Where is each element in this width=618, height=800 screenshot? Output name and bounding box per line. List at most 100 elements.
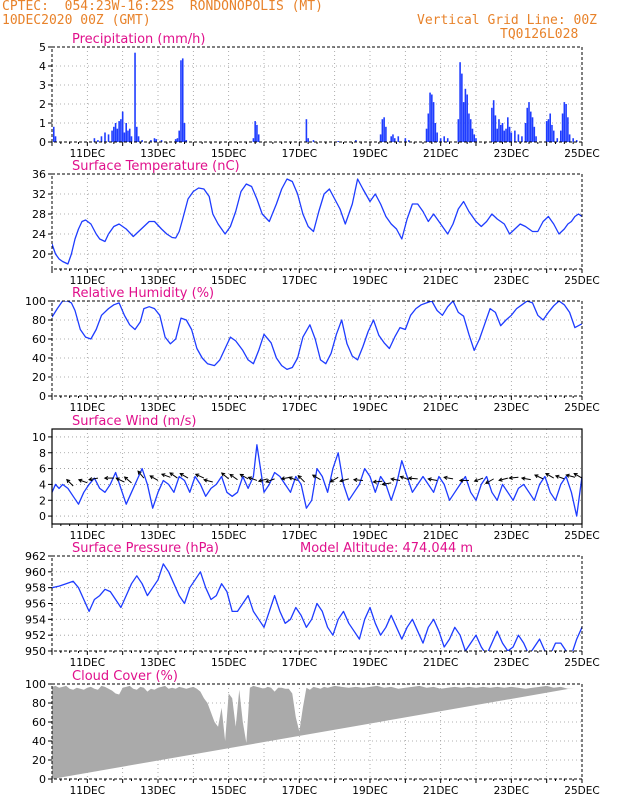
wind-arrow (116, 477, 125, 483)
wind-arrow (161, 473, 171, 478)
wind-arrow (137, 470, 145, 479)
wind-arrow (408, 477, 418, 480)
wind-arrow-head (554, 474, 560, 479)
pres-xtick-label: 11DEC (70, 657, 105, 669)
precip-bar (464, 88, 467, 142)
wind-arrow (179, 473, 189, 479)
temp-xtick-label: 17DEC (282, 275, 317, 287)
wind-arrow (521, 477, 531, 481)
wind-ytick-label: 4 (39, 478, 46, 491)
precip-bar (501, 123, 504, 142)
wind-arrow (248, 476, 258, 481)
precip-bar (390, 136, 392, 142)
header-coords: 054:23W-16:22S (64, 0, 175, 14)
rh-ytick-label: 0 (39, 390, 46, 403)
pres-ytick-label: 954 (25, 613, 46, 626)
wind-arrow (474, 477, 484, 482)
wind-xtick-label: 11DEC (70, 530, 105, 542)
wind-arrow (485, 478, 494, 484)
precip-bar (257, 134, 260, 142)
precip-bar (565, 104, 567, 142)
wind-arrow (124, 476, 132, 484)
precip-bar (498, 119, 500, 142)
wind-arrow-head (473, 478, 479, 483)
precip-bar (183, 123, 186, 142)
precip-bar (130, 136, 133, 142)
wind-arrow (400, 476, 410, 481)
rh-series-line (52, 301, 582, 371)
rh-ytick-label: 80 (32, 314, 46, 327)
cloud-ytick-label: 40 (32, 735, 46, 748)
rh-xtick-label: 23DEC (494, 402, 529, 414)
precip-bar (443, 136, 445, 142)
precip-bar (466, 94, 468, 142)
precip-bar (524, 123, 527, 142)
precip-bar (181, 58, 184, 142)
precip-bar (120, 119, 122, 142)
wind-ytick-label: 8 (39, 447, 46, 460)
precip-bar (137, 136, 140, 142)
wind-frame (51, 428, 583, 525)
wind-arrow-head (288, 476, 293, 481)
precip-bar (446, 138, 449, 142)
precip-bar (533, 126, 536, 142)
pres-xtick-label: 23DEC (494, 657, 529, 669)
rh-xtick-label: 21DEC (423, 402, 458, 414)
precip-xtick-label: 15DEC (211, 148, 246, 160)
temp-ytick-label: 24 (32, 228, 46, 241)
precip-ytick-label: 1 (39, 117, 46, 130)
precip-bar (436, 132, 438, 142)
cloud-xtick-label: 25DEC (564, 785, 599, 797)
precip-bar (121, 111, 124, 142)
wind-title: Surface Wind (m/s) (72, 414, 196, 429)
wind-ytick-label: 2 (39, 494, 46, 507)
wind-arrow-head (88, 477, 93, 482)
precip-bar (385, 126, 387, 142)
wind-arrow (265, 478, 275, 483)
wind-arrow-head (329, 478, 334, 483)
wind-frame-solid (51, 428, 583, 525)
wind-arrow (555, 475, 565, 480)
wind-arrow-head (381, 481, 386, 486)
cloud-title: Cloud Cover (%) (72, 669, 178, 684)
wind-arrow (78, 479, 88, 484)
wind-arrow-head (137, 470, 142, 475)
precip-bar (52, 126, 55, 142)
precip-bar (107, 134, 110, 142)
wind-arrow-head (339, 478, 344, 483)
wind-arrow (545, 473, 554, 479)
cloud-xtick-label: 13DEC (140, 785, 175, 797)
precip-bar (408, 140, 410, 142)
pres-xtick-label: 15DEC (211, 657, 246, 669)
precip-bar (383, 117, 385, 142)
cloud-xtick-label: 17DEC (282, 785, 317, 797)
wind-ytick-label: 10 (32, 431, 46, 444)
wind-xtick-label: 23DEC (494, 530, 529, 542)
wind-arrow-head (169, 472, 174, 477)
precip-ytick-label: 3 (39, 79, 46, 92)
wind-xtick-label: 25DEC (564, 530, 599, 542)
wind-arrow-head (407, 476, 413, 481)
wind-xtick-label: 21DEC (423, 530, 458, 542)
pres-xtick-label: 13DEC (140, 657, 175, 669)
precip-bar (427, 113, 430, 142)
wind-arrow-head (257, 478, 263, 483)
pres-ytick-label: 960 (25, 566, 46, 579)
wind-arrow (312, 474, 321, 481)
precip-bar (111, 130, 113, 142)
wind-xtick-label: 15DEC (211, 530, 246, 542)
precip-bar (381, 119, 384, 142)
precip-xtick-label: 25DEC (564, 148, 599, 160)
rh-ytick-label: 20 (32, 371, 46, 384)
wind-arrow (88, 477, 99, 481)
precip-bar (397, 136, 400, 142)
rh-xtick-label: 13DEC (140, 402, 175, 414)
wind-arrow-head (484, 480, 490, 484)
precip-bar (305, 119, 308, 142)
precip-bar (492, 100, 495, 142)
wind-arrow (573, 473, 583, 479)
rh-ytick-label: 100 (25, 295, 46, 308)
wind-arrow (258, 478, 268, 482)
wind-arrow (195, 473, 205, 479)
pres-xtick-label: 25DEC (564, 657, 599, 669)
